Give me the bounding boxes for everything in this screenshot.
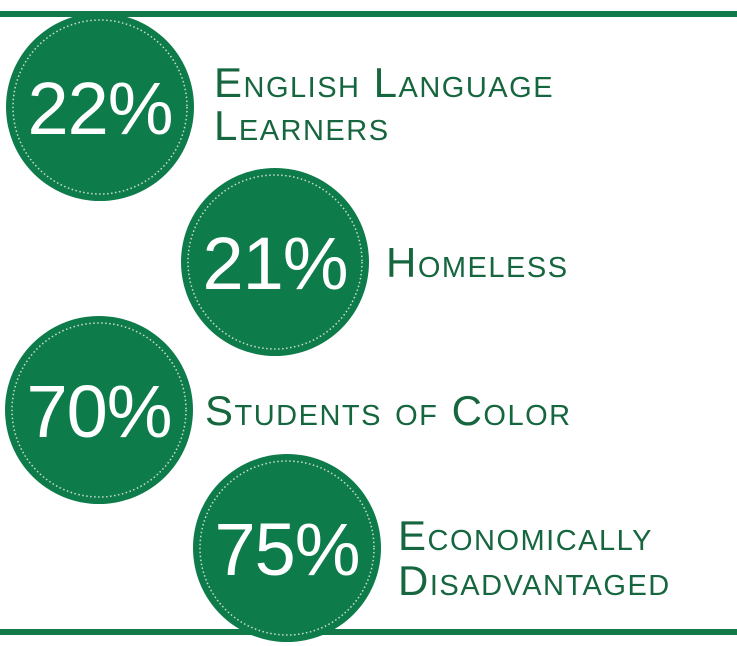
stat-circle bbox=[6, 13, 194, 201]
stat-ring bbox=[11, 322, 187, 498]
stat-label: Learners bbox=[214, 102, 390, 149]
stat-value: 70% bbox=[26, 370, 171, 453]
stat-circle bbox=[181, 168, 369, 356]
stat-ring bbox=[12, 19, 188, 195]
stat-label: Disadvantaged bbox=[398, 557, 671, 604]
stat-circle bbox=[193, 454, 381, 642]
stat-value: 22% bbox=[27, 67, 172, 150]
stat-ring bbox=[187, 174, 363, 350]
stat-label: Homeless bbox=[386, 239, 569, 286]
stat-value: 75% bbox=[214, 508, 359, 591]
bottom-rule bbox=[0, 629, 737, 635]
stat-value: 21% bbox=[202, 222, 347, 305]
stat-label: Economically bbox=[398, 512, 653, 559]
stat-ring bbox=[199, 460, 375, 636]
top-rule bbox=[0, 11, 737, 17]
stat-label: English Language bbox=[214, 59, 554, 106]
stat-circle bbox=[5, 316, 193, 504]
stat-label: Students of Color bbox=[205, 387, 572, 434]
